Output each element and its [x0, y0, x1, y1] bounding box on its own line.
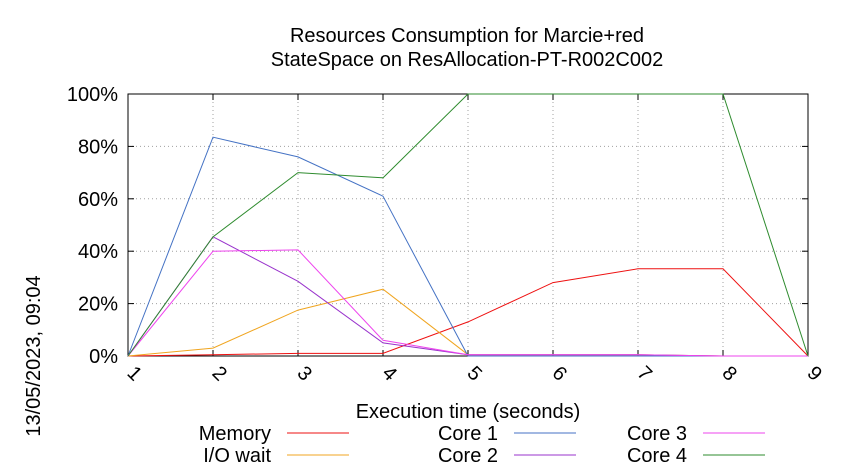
- y-tick-label: 0%: [89, 346, 118, 368]
- x-axis-label: Execution time (seconds): [356, 401, 581, 423]
- legend-label-core-3: Core 3: [627, 423, 687, 445]
- legend-label-core-1: Core 1: [438, 423, 498, 445]
- y-tick-labels: 0% 20% 40% 60% 80% 100%: [67, 84, 808, 368]
- plot-frame: [127, 93, 809, 357]
- y-tick-label: 40%: [78, 241, 118, 263]
- legend-label-memory: Memory: [199, 423, 271, 445]
- y-tick-label: 20%: [78, 294, 118, 316]
- x-tick-label: 4: [378, 362, 401, 385]
- x-tick-label: 8: [718, 362, 741, 385]
- y-tick-label: 80%: [78, 136, 118, 158]
- timestamp-label: 13/05/2023, 09:04: [23, 275, 45, 436]
- x-tick-label: 9: [803, 362, 826, 385]
- series-line-core-4: [127, 93, 809, 357]
- x-tick-label: 1: [123, 362, 146, 385]
- y-tick-label: 60%: [78, 189, 118, 211]
- y-tick-label: 100%: [67, 84, 118, 106]
- x-tick-label: 2: [208, 362, 231, 385]
- legend-label-core-4: Core 4: [627, 445, 687, 467]
- legend-label-core-2: Core 2: [438, 445, 498, 467]
- chart-title-line-1: Resources Consumption for Marcie+red: [290, 25, 644, 47]
- grid-lines: [128, 94, 808, 356]
- series-lines: [127, 93, 809, 357]
- x-tick-label: 5: [463, 362, 486, 385]
- legend-label-i-o-wait: I/O wait: [203, 445, 271, 467]
- chart-title-line-2: StateSpace on ResAllocation-PT-R002C002: [271, 49, 663, 71]
- x-tick-label: 7: [633, 362, 656, 385]
- x-tick-label: 3: [293, 362, 316, 385]
- x-tick-label: 6: [548, 362, 571, 385]
- series-line-memory: [127, 268, 809, 357]
- series-line-core-3: [127, 249, 808, 357]
